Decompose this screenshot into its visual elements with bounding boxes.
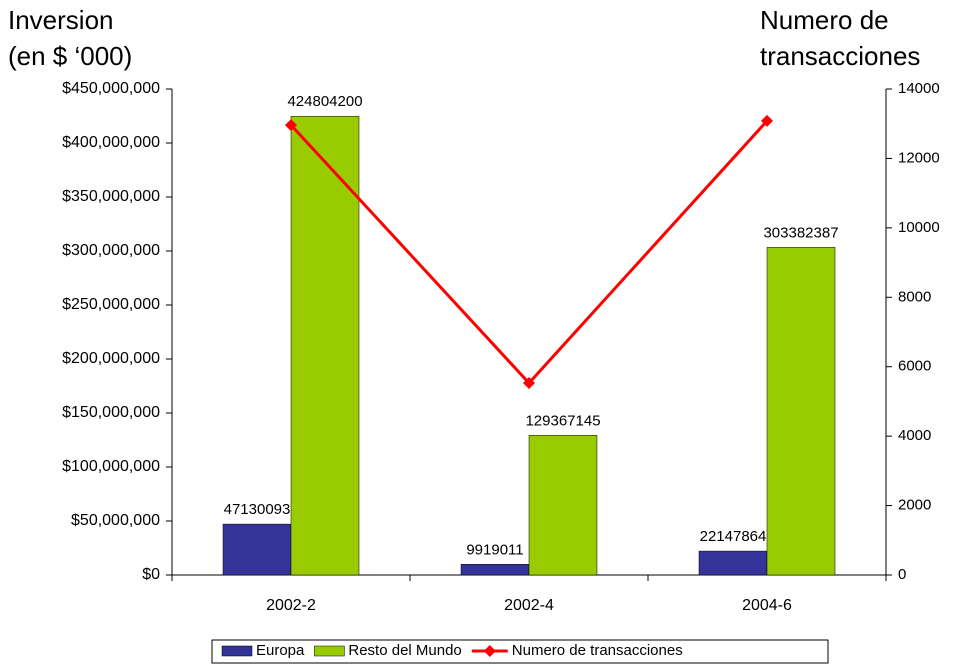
legend: [211, 639, 829, 664]
y2-tick-label: 4000: [898, 427, 931, 444]
bar: [528, 435, 598, 576]
y-axis-label: (en $ ‘000): [8, 41, 132, 71]
value-label: 303382387: [763, 224, 838, 241]
y2-tick-label: 2000: [898, 497, 931, 514]
y-axis-label: Inversion: [8, 5, 114, 35]
value-label: 22147864: [700, 528, 767, 545]
value-label: 129367145: [525, 412, 600, 429]
x-tick-label: 2002-4: [504, 597, 554, 614]
y-tick-label: $0: [142, 566, 160, 583]
y-tick-label: $50,000,000: [71, 512, 160, 529]
y-tick-label: $250,000,000: [62, 296, 160, 313]
y-tick-label: $300,000,000: [62, 242, 160, 259]
x-tick-label: 2004-6: [742, 597, 792, 614]
x-tick-label: 2002-2: [266, 597, 316, 614]
legend-label: Europa: [256, 642, 305, 659]
y2-tick-label: 12000: [898, 149, 940, 166]
bar: [290, 115, 360, 576]
marker: [523, 377, 535, 390]
marker: [761, 114, 773, 127]
y-tick-label: $100,000,000: [62, 458, 160, 475]
y-tick-label: $450,000,000: [62, 80, 160, 97]
y-tick-label: $200,000,000: [62, 350, 160, 367]
value-label: 47130093: [224, 501, 291, 518]
legend-swatch: [314, 645, 345, 657]
y2-tick-label: 8000: [898, 288, 931, 305]
bar: [698, 550, 768, 576]
legend-label: Numero de transacciones: [512, 642, 683, 659]
y-tick-label: $400,000,000: [62, 134, 160, 151]
value-label: 424804200: [287, 93, 362, 110]
legend-swatch: [221, 645, 253, 657]
bar: [222, 523, 292, 576]
legend-swatch: [483, 645, 496, 657]
y2-tick-label: 6000: [898, 358, 931, 375]
y2-tick-label: 10000: [898, 219, 940, 236]
line-series: [289, 119, 769, 386]
y-tick-label: $150,000,000: [62, 404, 160, 421]
y-tick-label: $350,000,000: [62, 188, 160, 205]
marker: [285, 119, 297, 132]
y2-tick-label: 0: [898, 566, 906, 583]
y2-axis-label: transacciones: [760, 41, 920, 71]
legend-label: Resto del Mundo: [348, 642, 461, 659]
bar: [460, 564, 530, 576]
y2-axis-label: Numero de: [760, 5, 889, 35]
y2-tick-label: 14000: [898, 80, 940, 97]
bar: [766, 247, 836, 576]
value-label: 9919011: [466, 541, 523, 558]
